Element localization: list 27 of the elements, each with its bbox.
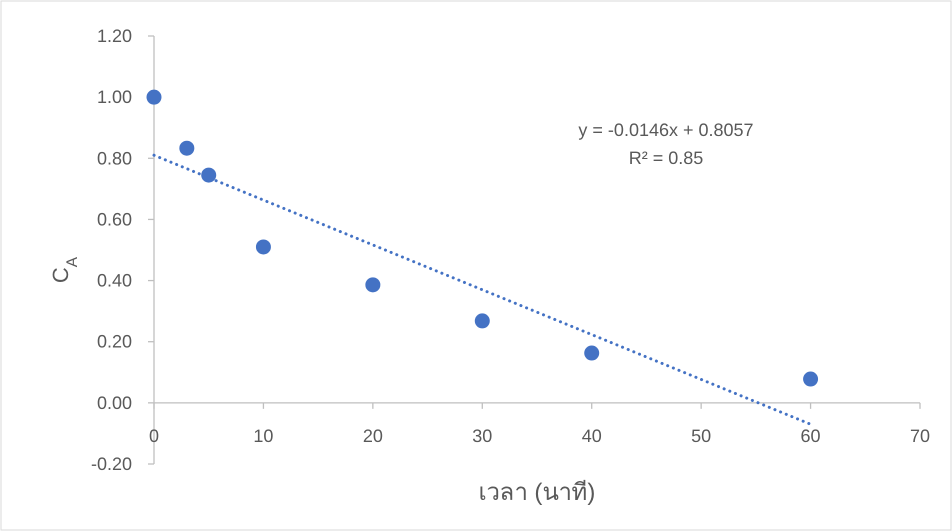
point: [803, 372, 818, 387]
x-tick-label: 50: [691, 426, 712, 446]
y-tick-label: 1.00: [96, 87, 132, 108]
y-tick-label: 0.80: [96, 148, 132, 168]
x-tick-label: 30: [472, 426, 492, 446]
x-tick-label: 20: [362, 426, 383, 446]
point: [474, 313, 490, 328]
point: [584, 346, 600, 361]
y-tick-label: 0.00: [96, 392, 132, 413]
x-tick-label: 10: [253, 426, 274, 446]
y-tick-label: 0.40: [96, 270, 132, 291]
x-tick-label: 40: [582, 426, 602, 446]
point: [179, 140, 194, 156]
x-axis-title: เวลา (นาที): [478, 479, 596, 506]
annotation: R² = 0.85: [628, 148, 704, 168]
y-tick-label: -0.20: [90, 454, 132, 474]
point: [201, 168, 216, 183]
y-tick-label: 0.20: [96, 332, 132, 352]
x-tick-label: 70: [910, 426, 930, 446]
point: [365, 277, 380, 292]
y-tick-label: 1.20: [96, 26, 132, 46]
y-tick-label: 0.60: [96, 209, 132, 230]
point: [256, 239, 271, 254]
annotation: y = -0.0146x + 0.8057: [578, 120, 754, 140]
point: [146, 90, 162, 105]
x-tick-label: 0: [148, 426, 160, 446]
x-tick-label: 60: [800, 426, 821, 446]
